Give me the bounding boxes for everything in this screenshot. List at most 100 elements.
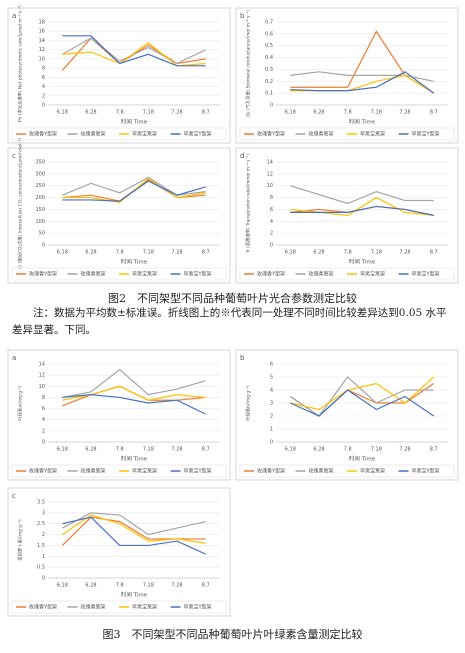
y-tick-label: 0.5 — [37, 565, 45, 571]
panel-frame — [7, 147, 231, 284]
x-tick-label: 6.28 — [313, 447, 324, 453]
x-axis-label: 时间 Time — [349, 258, 376, 266]
x-axis-label: 时间 Time — [121, 591, 148, 599]
panel-letter: d — [240, 152, 244, 160]
y-tick-label: 1 — [270, 427, 273, 433]
series-line — [290, 376, 435, 411]
x-tick-label: 6.18 — [285, 447, 296, 453]
y-tick-label: 2 — [270, 414, 273, 420]
y-tick-label: 12 — [267, 171, 273, 177]
y-tick-label: 1 — [42, 554, 45, 560]
x-tick-label: 7.18 — [143, 447, 154, 453]
x-tick-label: 6.18 — [57, 110, 68, 116]
legend-label: 早黑宝Y型架 — [184, 131, 212, 138]
x-tick-label: 6.28 — [313, 110, 324, 116]
legend-label: 早黑宝篱架 — [360, 468, 385, 475]
series-line — [62, 512, 206, 536]
legend-label: 早黑宝篱架 — [360, 271, 385, 278]
x-tick-label: 7.8 — [344, 110, 352, 116]
figure2-caption: 图2 不同架型不同品种葡萄叶片光合参数测定比较 — [108, 292, 357, 305]
y-tick-label: 1.5 — [37, 543, 45, 549]
series-line — [62, 394, 206, 415]
legend-label: 早黑宝篱架 — [132, 271, 157, 278]
y-axis-label: Ci (胞间CO₂浓度) Intercellular CO₂ concentra… — [17, 138, 24, 269]
x-tick-label: 6.18 — [57, 250, 68, 256]
x-tick-label: 7.18 — [143, 250, 154, 256]
panel-frame — [7, 7, 231, 144]
x-tick-label: 8.7 — [430, 447, 438, 453]
series-line — [62, 176, 206, 196]
y-tick-label: 6 — [270, 207, 273, 213]
y-tick-label: 2 — [42, 93, 45, 99]
y-tick-label: 8 — [42, 66, 45, 72]
y-tick-label: 350 — [35, 160, 45, 166]
panel-frame — [7, 487, 231, 617]
y-tick-label: 3.5 — [37, 500, 45, 506]
series-line — [290, 205, 434, 216]
legend-label: 玫瑰香Y型架 — [29, 604, 57, 611]
y-tick-label: 3 — [42, 510, 45, 516]
y-tick-label: 0.5 — [265, 43, 273, 49]
y-tick-label: 6 — [42, 406, 45, 412]
panel-frame — [7, 349, 231, 481]
y-tick-label: 2.5 — [37, 521, 45, 527]
panel-frame — [235, 349, 459, 481]
y-tick-label: 0 — [42, 103, 45, 109]
legend-label: 玫瑰香Y型架 — [257, 468, 285, 475]
legend-label: 早黑宝Y型架 — [412, 468, 440, 475]
legend-label: 玫瑰香篱架 — [81, 271, 106, 278]
legend-label: 早黑宝Y型架 — [184, 604, 212, 611]
y-tick-label: 6 — [270, 362, 273, 368]
y-tick-label: 4 — [270, 219, 273, 225]
x-tick-label: 8.7 — [202, 447, 210, 453]
y-tick-label: 4 — [42, 84, 45, 90]
legend-frame — [239, 127, 455, 141]
x-tick-label: 8.7 — [430, 250, 438, 256]
series-line — [290, 71, 434, 82]
y-tick-label: 5 — [270, 375, 273, 381]
legend-frame — [239, 267, 455, 281]
y-tick-label: 14 — [39, 38, 45, 44]
y-tick-label: 0 — [42, 243, 45, 249]
y-axis-label: Tr (蒸腾速率) Transpiration rate/(mmol·m⁻²·s… — [245, 154, 252, 254]
x-tick-label: 7.28 — [171, 250, 182, 256]
x-tick-label: 7.18 — [371, 250, 382, 256]
y-tick-label: 12 — [39, 373, 45, 379]
y-tick-label: 0.4 — [265, 55, 273, 61]
legend-label: 早黑宝篱架 — [360, 131, 385, 138]
legend-frame — [11, 127, 227, 141]
legend-frame — [11, 600, 227, 614]
x-tick-label: 7.28 — [399, 250, 410, 256]
x-axis-label: 时间 Time — [121, 118, 148, 126]
y-tick-label: 0.3 — [265, 67, 273, 73]
series-line — [290, 185, 434, 205]
series-line — [290, 71, 435, 94]
x-tick-label: 7.18 — [143, 583, 154, 589]
x-axis-label: 时间 Time — [121, 258, 148, 266]
x-tick-label: 6.18 — [285, 110, 296, 116]
y-tick-label: 14 — [267, 160, 273, 166]
y-axis-label: 叶绿素b/(mg·g⁻¹) — [245, 385, 252, 421]
series-line — [62, 516, 206, 555]
legend-label: 玫瑰香Y型架 — [29, 271, 57, 278]
series-line — [62, 37, 206, 65]
series-line — [289, 376, 434, 417]
panel-letter: a — [12, 354, 16, 362]
figure3-caption: 图3 不同架型不同品种葡萄叶片叶绿素含量测定比较 — [102, 628, 363, 641]
y-tick-label: 150 — [35, 207, 45, 213]
legend-frame — [11, 464, 227, 478]
x-tick-label: 8.7 — [202, 110, 210, 116]
y-tick-label: 3 — [270, 401, 273, 407]
y-tick-label: 2 — [42, 532, 45, 538]
figure-note: 注：数据为平均数±标准误。折线图上的※代表同一处理不同时间比较差异达到0.05 … — [12, 307, 447, 336]
x-tick-label: 6.18 — [57, 583, 68, 589]
legend-frame — [11, 267, 227, 281]
y-tick-label: 8 — [270, 195, 273, 201]
x-tick-label: 6.28 — [85, 583, 96, 589]
x-tick-label: 7.8 — [116, 583, 124, 589]
legend-label: 早黑宝Y型架 — [184, 468, 212, 475]
panel-letter: a — [12, 12, 16, 20]
x-tick-label: 7.18 — [371, 447, 382, 453]
